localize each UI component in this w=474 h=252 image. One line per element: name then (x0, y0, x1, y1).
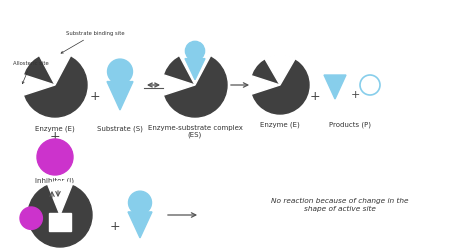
Text: Enzyme (E): Enzyme (E) (260, 122, 300, 129)
Text: +: + (350, 90, 360, 100)
Wedge shape (21, 75, 55, 96)
Wedge shape (179, 51, 211, 85)
Text: +: + (109, 220, 120, 233)
Wedge shape (47, 181, 73, 215)
Wedge shape (265, 54, 295, 85)
Circle shape (20, 207, 42, 229)
Text: Allosteric site: Allosteric site (13, 61, 49, 84)
Wedge shape (162, 75, 195, 96)
Circle shape (28, 183, 92, 247)
Text: Enzyme-substrate complex
(ES): Enzyme-substrate complex (ES) (147, 125, 242, 139)
Text: Enzyme (E): Enzyme (E) (35, 125, 75, 132)
Text: +: + (90, 90, 100, 103)
Text: Inhibitor (I): Inhibitor (I) (36, 177, 74, 183)
Circle shape (128, 191, 152, 214)
Text: Products (P): Products (P) (329, 122, 371, 129)
Circle shape (185, 41, 205, 60)
Polygon shape (49, 213, 71, 231)
Circle shape (37, 139, 73, 175)
Circle shape (23, 53, 87, 117)
Circle shape (108, 59, 132, 84)
Text: Substrate (S): Substrate (S) (97, 125, 143, 132)
Polygon shape (324, 75, 346, 99)
Wedge shape (39, 51, 71, 85)
Wedge shape (249, 76, 280, 94)
Polygon shape (185, 59, 205, 80)
Circle shape (251, 56, 309, 114)
Text: No reaction because of change in the
shape of active site: No reaction because of change in the sha… (271, 198, 409, 212)
Polygon shape (128, 212, 152, 238)
Text: Substrate binding site: Substrate binding site (61, 31, 124, 53)
Text: +: + (50, 130, 60, 143)
Polygon shape (107, 82, 133, 110)
Text: +: + (310, 90, 320, 103)
Circle shape (163, 53, 227, 117)
